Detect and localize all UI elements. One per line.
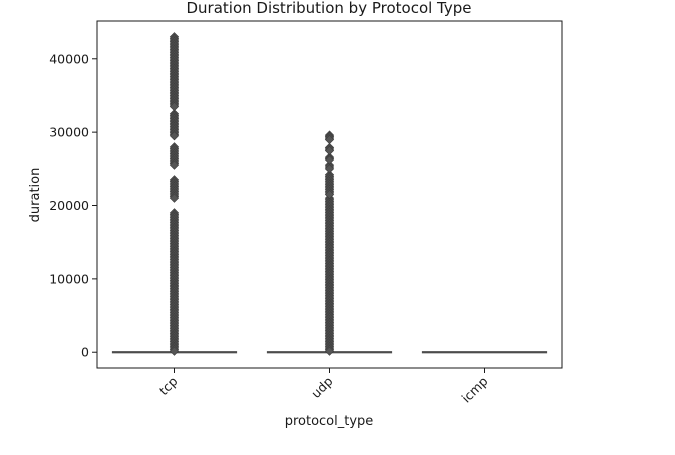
outlier-point [324,164,335,174]
y-tick-label: 40000 [49,51,89,66]
outlier-point [169,346,180,356]
x-axis-label: protocol_type [285,414,374,429]
outlier-point [324,346,335,356]
outlier-point [169,101,180,112]
y-axis: 0 10000 20000 30000 40000 [49,51,97,360]
outlier-point [169,160,180,170]
x-tick-label: icmp [458,373,490,405]
box-tcp [111,32,238,356]
y-axis-label: duration [28,168,43,223]
chart-title: Duration Distribution by Protocol Type [186,0,471,17]
y-tick-label: 0 [81,345,89,360]
x-axis: tcp udp icmp [156,368,491,406]
outlier-point [324,189,335,200]
outliers-tcp [169,32,180,356]
y-tick-label: 30000 [49,125,89,140]
x-tick-label: udp [308,373,335,400]
box-series [111,32,548,356]
outlier-point [324,145,335,156]
outliers-udp [324,130,335,356]
y-tick-label: 20000 [49,198,89,213]
x-tick-label: tcp [156,373,181,398]
y-tick-label: 10000 [49,271,89,286]
outlier-point [324,134,335,145]
outlier-point [169,193,180,203]
box-icmp [421,351,548,354]
outlier-point [169,131,180,141]
box-udp [266,130,393,356]
outlier-point [324,155,335,165]
